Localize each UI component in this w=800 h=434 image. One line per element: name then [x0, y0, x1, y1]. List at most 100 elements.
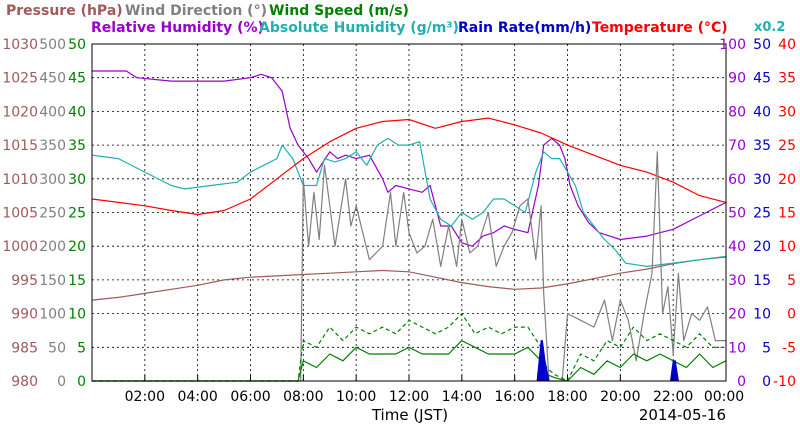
series-wind-speed-solid — [92, 340, 727, 382]
y-tick-label-wind-speed: 45 — [68, 71, 86, 87]
y-tick-label-wind-speed: 25 — [68, 206, 86, 222]
y-tick-label-wind-speed: 0 — [77, 374, 86, 390]
y-tick-label-wind-direction: 100 — [39, 307, 66, 323]
y-tick-label-relative-humidity: 100 — [719, 37, 746, 53]
series-temperature-c — [91, 117, 727, 216]
y-tick-label-temperature: 40 — [778, 37, 796, 53]
legend-pressure: Pressure (hPa) — [6, 3, 123, 19]
y-tick-label-rain-rate: 20 — [753, 239, 771, 255]
y-tick-label-pressure: 1025 — [2, 71, 38, 87]
y-tick-label-temperature: 5 — [787, 273, 796, 289]
y-tick-label-temperature: 10 — [778, 239, 796, 255]
y-tick-label-wind-direction: 250 — [39, 206, 66, 222]
y-tick-label-wind-speed: 40 — [68, 104, 86, 120]
y-tick-label-wind-direction: 200 — [39, 239, 66, 255]
y-tick-label-rain-rate: 30 — [753, 172, 771, 188]
y-tick-label-relative-humidity: 20 — [728, 307, 746, 323]
y-tick-label-wind-direction: 150 — [39, 273, 66, 289]
y-tick-label-temperature: 20 — [778, 172, 796, 188]
legend-wind-speed: Wind Speed (m/s) — [269, 3, 409, 19]
x-tick-label: 04:00 — [177, 389, 217, 405]
y-tick-label-rain-rate: 10 — [753, 307, 771, 323]
y-tick-label-wind-direction: 0 — [57, 374, 66, 390]
x-tick-label: 14:00 — [442, 389, 482, 405]
x-tick-label: 06:00 — [230, 389, 270, 405]
x-axis-label: Time (JST) — [371, 406, 448, 424]
series-pressure-hpa — [91, 256, 727, 301]
y-axes: 9809859909951000100510101015102010251030… — [2, 37, 796, 390]
y-tick-label-relative-humidity: 80 — [728, 104, 746, 120]
y-tick-label-pressure: 995 — [11, 273, 38, 289]
y-tick-label-rain-rate: 5 — [762, 340, 771, 356]
x-tick-label: 02:00 — [125, 389, 165, 405]
x-tick-label: 22:00 — [653, 389, 693, 405]
y-tick-label-relative-humidity: 10 — [728, 340, 746, 356]
y-tick-label-temperature: -5 — [782, 340, 796, 356]
x-tick-label: 18:00 — [547, 389, 587, 405]
y-tick-label-rain-rate: 0 — [762, 374, 771, 390]
x-tick-label: 12:00 — [389, 389, 429, 405]
x-tick-label: 08:00 — [283, 389, 323, 405]
y-tick-label-wind-speed: 20 — [68, 239, 86, 255]
y-tick-label-temperature: 25 — [778, 138, 796, 154]
x-tick-label: 00:00 — [704, 389, 744, 405]
x-tick-label: 16:00 — [494, 389, 534, 405]
y-tick-label-pressure: 1030 — [2, 37, 38, 53]
x-tick-label: 10:00 — [336, 389, 376, 405]
legend-absolute-humidity: Absolute Humidity (g/m³) — [259, 20, 459, 36]
y-tick-label-rain-rate: 35 — [753, 138, 771, 154]
y-tick-label-relative-humidity: 70 — [728, 138, 746, 154]
legend-rain-rate: Rain Rate(mm/h) — [458, 20, 591, 36]
y-tick-label-wind-speed: 35 — [68, 138, 86, 154]
y-tick-label-rain-rate: 45 — [753, 71, 771, 87]
series-wind-direction — [92, 151, 726, 382]
legend-temperature: Temperature (°C) — [592, 20, 728, 36]
y-tick-label-relative-humidity: 30 — [728, 273, 746, 289]
y-tick-label-pressure: 980 — [11, 374, 38, 390]
y-tick-label-wind-speed: 50 — [68, 37, 86, 53]
grid — [92, 44, 726, 381]
y-tick-label-relative-humidity: 60 — [728, 172, 746, 188]
series-relative-humidity — [92, 70, 727, 247]
y-tick-label-wind-speed: 15 — [68, 273, 86, 289]
y-tick-label-wind-direction: 350 — [39, 138, 66, 154]
series-wind-speed-dashed — [92, 313, 726, 382]
y-tick-label-pressure: 1020 — [2, 104, 38, 120]
y-tick-label-rain-rate: 25 — [753, 206, 771, 222]
y-tick-label-relative-humidity: 0 — [737, 374, 746, 390]
y-tick-label-wind-direction: 450 — [39, 71, 66, 87]
y-tick-label-wind-speed: 30 — [68, 172, 86, 188]
y-tick-label-wind-speed: 5 — [77, 340, 86, 356]
x-axis: 02:00 04:00 06:00 08:00 10:00 12:00 14:00 16:00… — [125, 375, 744, 405]
series-layer — [91, 70, 727, 382]
y-tick-label-wind-direction: 50 — [48, 340, 66, 356]
date-label: 2014-05-16 — [639, 406, 726, 424]
x-tick-label: 20:00 — [600, 389, 640, 405]
y-tick-label-pressure: 1010 — [2, 172, 38, 188]
scale-note: x0.2 — [754, 20, 785, 35]
y-tick-label-wind-speed: 10 — [68, 307, 86, 323]
series-absolute-humidity-g-m3 — [91, 137, 727, 267]
y-tick-label-temperature: -10 — [773, 374, 796, 390]
legend-wind-direction: Wind Direction (°) — [125, 3, 267, 19]
y-tick-label-pressure: 985 — [11, 340, 38, 356]
y-tick-label-pressure: 1005 — [2, 206, 38, 222]
y-tick-label-pressure: 1015 — [2, 138, 38, 154]
y-tick-label-pressure: 1000 — [2, 239, 38, 255]
y-tick-label-rain-rate: 50 — [753, 37, 771, 53]
y-tick-label-temperature: 30 — [778, 104, 796, 120]
y-tick-label-relative-humidity: 40 — [728, 239, 746, 255]
y-tick-label-temperature: 15 — [778, 206, 796, 222]
y-tick-label-rain-rate: 40 — [753, 104, 771, 120]
legend: Pressure (hPa) Wind Direction (°) Wind S… — [6, 3, 785, 36]
y-tick-label-temperature: 0 — [787, 307, 796, 323]
y-tick-label-relative-humidity: 50 — [728, 206, 746, 222]
y-tick-label-relative-humidity: 90 — [728, 71, 746, 87]
y-tick-label-wind-direction: 500 — [39, 37, 66, 53]
y-tick-label-temperature: 35 — [778, 71, 796, 87]
y-tick-label-wind-direction: 300 — [39, 172, 66, 188]
y-tick-label-wind-direction: 400 — [39, 104, 66, 120]
y-tick-label-rain-rate: 15 — [753, 273, 771, 289]
